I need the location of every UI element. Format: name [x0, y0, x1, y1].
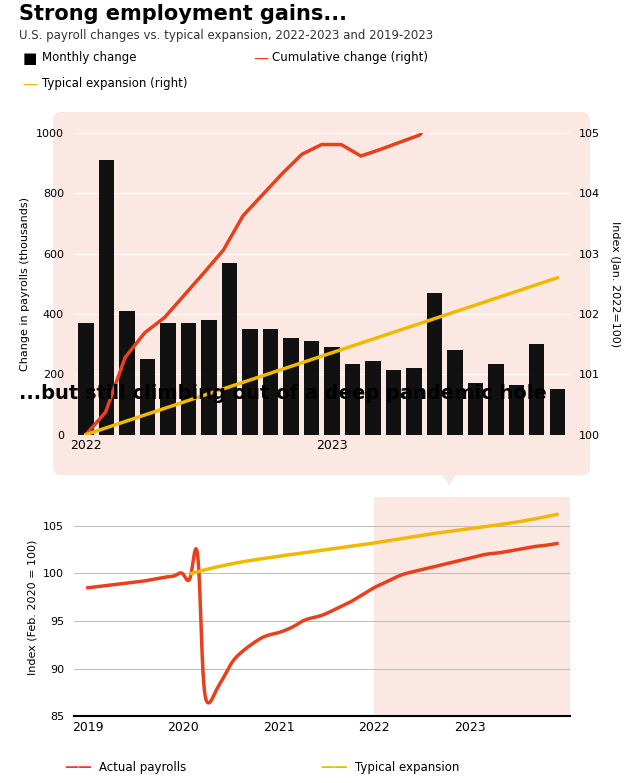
- Y-axis label: Change in payrolls (thousands): Change in payrolls (thousands): [20, 197, 30, 371]
- Text: Cumulative change (right): Cumulative change (right): [272, 51, 428, 64]
- Bar: [160, 323, 175, 435]
- Bar: [365, 361, 381, 435]
- Bar: [386, 370, 401, 435]
- Bar: [509, 384, 524, 435]
- Bar: [550, 389, 565, 435]
- Bar: [180, 323, 196, 435]
- Bar: [406, 368, 422, 435]
- Text: ——: ——: [320, 760, 348, 774]
- Bar: [529, 344, 545, 435]
- Text: Typical expansion: Typical expansion: [355, 760, 460, 774]
- Text: Strong employment gains...: Strong employment gains...: [19, 4, 347, 24]
- Bar: [221, 263, 237, 435]
- Text: —: —: [22, 77, 38, 92]
- Bar: [78, 323, 93, 435]
- Bar: [140, 359, 155, 435]
- Y-axis label: Index (Jan. 2022=100): Index (Jan. 2022=100): [610, 221, 620, 347]
- Bar: [427, 293, 442, 435]
- Text: Typical expansion (right): Typical expansion (right): [42, 77, 187, 90]
- Text: —: —: [253, 51, 268, 66]
- Text: Actual payrolls: Actual payrolls: [99, 760, 186, 774]
- Text: ■: ■: [22, 51, 36, 66]
- Text: U.S. payroll changes vs. typical expansion, 2022-2023 and 2019-2023: U.S. payroll changes vs. typical expansi…: [19, 29, 433, 42]
- Y-axis label: Index (Feb. 2020 = 100): Index (Feb. 2020 = 100): [28, 539, 37, 674]
- Bar: [283, 338, 298, 435]
- Bar: [324, 347, 340, 435]
- Bar: [242, 329, 257, 435]
- Bar: [99, 161, 114, 435]
- Bar: [374, 497, 570, 716]
- Text: Monthly change: Monthly change: [42, 51, 136, 64]
- Bar: [447, 350, 463, 435]
- Bar: [345, 364, 360, 435]
- Bar: [262, 329, 278, 435]
- Bar: [468, 384, 483, 435]
- Text: ——: ——: [64, 760, 92, 774]
- Bar: [303, 341, 319, 435]
- Text: ...but still climbing out of a deep pandemic hole: ...but still climbing out of a deep pand…: [19, 384, 547, 403]
- Bar: [119, 311, 134, 435]
- Bar: [488, 364, 504, 435]
- Bar: [201, 320, 216, 435]
